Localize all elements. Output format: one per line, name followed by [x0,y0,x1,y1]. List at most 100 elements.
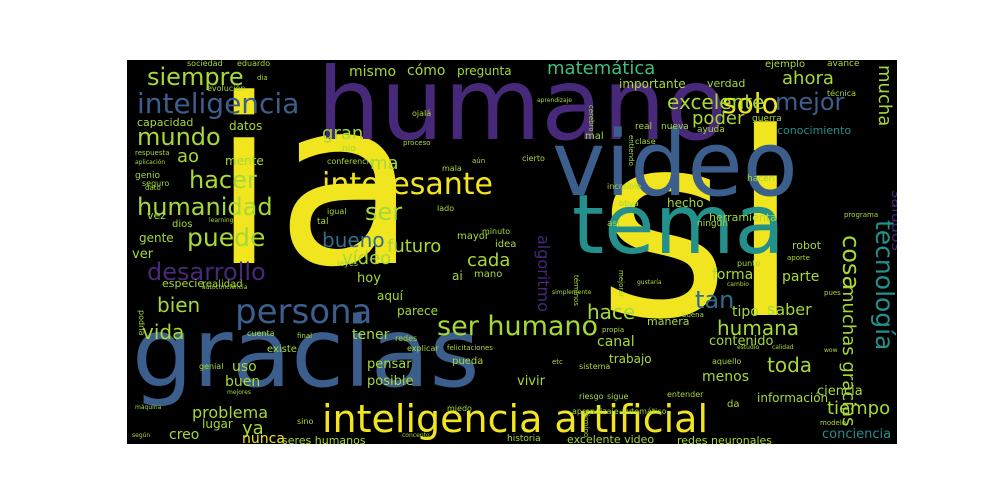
cloud-word: mano [474,269,503,280]
cloud-word: excelente video [567,433,655,444]
cloud-word: parece [397,304,439,318]
cloud-word: gran [322,123,364,144]
cloud-word: aprendizaje [537,97,572,104]
cloud-word: importante [619,77,686,91]
cloud-word: cuenta [247,329,275,338]
cloud-word: trabajo [609,352,652,366]
cloud-word: redes neuronales [677,434,773,444]
cloud-word: mismo [349,64,397,80]
cloud-word: tipo [732,304,759,320]
cloud-word: genio [135,171,160,181]
cloud-word: saber [767,300,812,319]
cloud-word: excelente [667,90,765,114]
cloud-word: forma [712,267,754,283]
cloud-word: redes [395,334,418,343]
cloud-word: proceso [403,139,431,147]
cloud-word: ma [370,153,399,174]
cloud-word: tener [352,327,390,343]
cloud-word: clase [635,137,656,146]
cloud-word: gente [139,231,174,245]
cloud-word: genial [199,362,224,371]
cloud-word: pueda [452,356,484,367]
cloud-word: saludos [888,190,897,252]
cloud-word: idea [495,239,517,250]
cloud-word: tema [572,178,785,273]
cloud-word: aquello [712,357,742,366]
cloud-word: aún [472,157,486,165]
cloud-word: bueno [322,228,385,252]
cloud-word: cómo [407,63,446,79]
cloud-word: modelo [820,419,847,427]
cloud-word: etc [552,358,563,366]
cloud-word: cierto [522,154,545,163]
cloud-word: mala [442,164,462,173]
cloud-word: lugar [202,417,233,431]
cloud-word: seguro [142,179,170,188]
cloud-word: ningún [697,219,729,229]
cloud-word: wow [824,347,838,354]
cloud-word: gustaría [637,279,662,286]
cloud-word: matemática [547,60,656,79]
cloud-word: mejor [775,88,845,116]
cloud-word: mundo [137,123,221,151]
cloud-word: learning [209,217,234,224]
cloud-word: autoconciencia [202,284,248,291]
cloud-word: punto [737,259,761,268]
cloud-word: miedo [447,404,472,413]
cloud-word: ya [242,418,264,439]
cloud-word: podría [137,310,146,336]
cloud-word: riesgo [579,392,604,401]
cloud-word: lado [437,204,455,213]
cloud-word: canal [597,334,635,350]
cloud-word: hacen [747,174,775,184]
cloud-word: existe [267,344,297,355]
cloud-word: máquina [135,404,162,411]
cloud-word: propia [602,326,625,334]
cloud-word: capacidad [137,116,194,129]
cloud-word: dia [257,74,268,82]
cloud-word: algoritmo [534,235,553,312]
cloud-word: realidad [202,279,243,290]
cloud-word: inteligencia artificial [322,397,709,441]
cloud-word: tan [695,286,735,314]
cloud-word: menos [702,369,749,385]
cloud-word: avance [827,60,860,69]
cloud-word: humanidad [137,193,273,221]
cloud-word: mal [585,131,604,142]
cloud-word: mente [225,154,264,168]
cloud-word: aplicación [135,159,166,166]
cloud-word: ai [452,269,463,283]
cloud-word: increíble [607,182,642,191]
cloud-word: aquí [377,289,403,303]
cloud-word: aporte [787,254,810,262]
cloud-word: toda [767,353,813,377]
cloud-word: ser humano [437,311,599,342]
cloud-word: cada [467,250,511,271]
cloud-word: bien [157,293,201,317]
cloud-word: creo [169,427,200,443]
cloud-word: si [597,79,801,376]
cloud-word: solo [722,87,779,120]
cloud-word: hacer [189,166,257,194]
cloud-word: robot [792,239,822,252]
cloud-word: igual [327,207,347,216]
cloud-word: historia [507,434,541,444]
cloud-word: ahora [782,68,834,89]
cloud-word: bbva [619,199,639,208]
cloud-word: evolución [207,84,246,93]
cloud-word: explicar [407,344,439,353]
cloud-word: vez [147,209,167,222]
cloud-word: felicitaciones [447,344,493,352]
cloud-word: sociedad [187,60,223,68]
cloud-word: ser [365,198,403,226]
cloud-word: real [635,122,653,132]
cloud-word: entender [667,390,704,399]
cloud-word: posible [367,374,414,389]
cloud-word: inteligencia [137,87,300,120]
cloud-word: vivir [517,374,545,389]
cloud-word: ciencia [817,384,863,399]
cloud-word: eduardo [237,60,271,68]
cloud-word: según [132,432,151,439]
cloud-word: ojalá [412,109,432,118]
cloud-word: hecho [667,196,704,210]
